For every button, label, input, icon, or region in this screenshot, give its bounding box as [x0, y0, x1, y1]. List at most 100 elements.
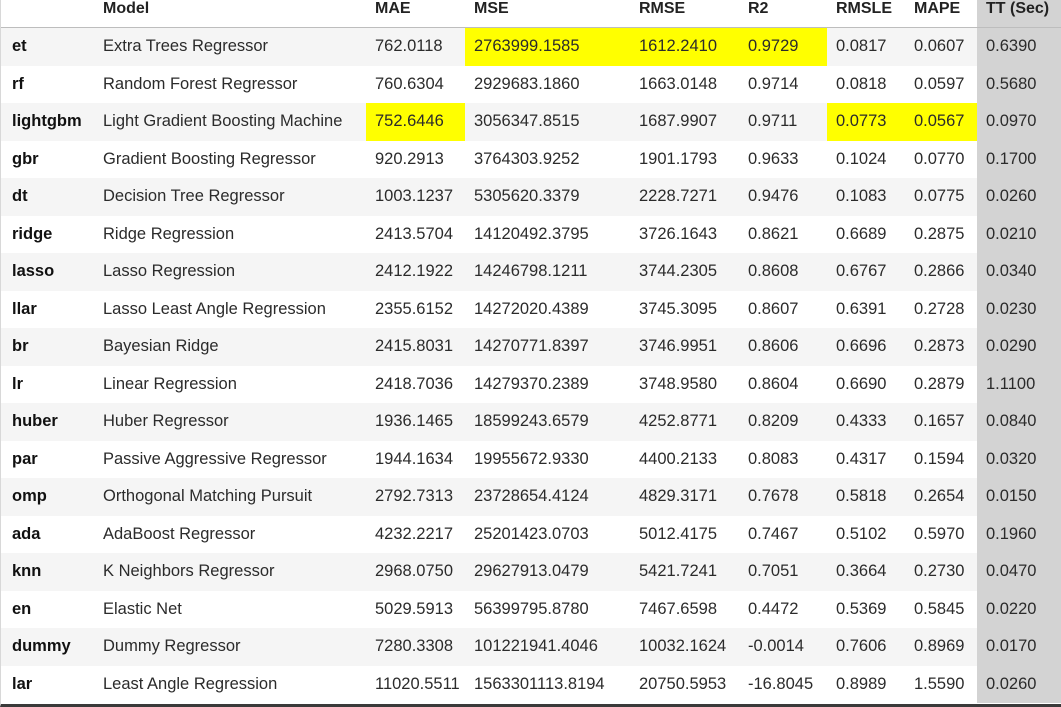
r2-value: 0.8621: [739, 215, 827, 253]
header-rmsle[interactable]: RMSLE: [827, 0, 905, 28]
model-name: Lasso Regression: [94, 253, 366, 291]
header-mape[interactable]: MAPE: [905, 0, 977, 28]
rmsle-value: 0.0818: [827, 65, 905, 103]
table-row-br[interactable]: br Bayesian Ridge 2415.8031 14270771.8397 37…: [1, 328, 1061, 366]
rmse-value: 4400.2133: [630, 440, 739, 478]
table-row-lasso[interactable]: lasso Lasso Regression 2412.1922 14246798.1…: [1, 253, 1061, 291]
model-name: Least Angle Regression: [94, 665, 366, 703]
table-row-en[interactable]: en Elastic Net 5029.5913 56399795.8780 7467.…: [1, 590, 1061, 628]
tt-value: 0.0290: [977, 328, 1061, 366]
tt-value: 0.0260: [977, 665, 1061, 703]
mae-value: 2412.1922: [366, 253, 465, 291]
rmsle-value: 0.4317: [827, 440, 905, 478]
rmse-value: 3745.3095: [630, 290, 739, 328]
rmse-value: 3748.9580: [630, 365, 739, 403]
row-index: lightgbm: [1, 103, 94, 141]
rmsle-value: 0.6696: [827, 328, 905, 366]
table-row-dummy[interactable]: dummy Dummy Regressor 7280.3308 101221941.4…: [1, 628, 1061, 666]
mae-value: 760.6304: [366, 65, 465, 103]
row-index: dt: [1, 178, 94, 216]
model-name: Linear Regression: [94, 365, 366, 403]
rmse-value: 4829.3171: [630, 478, 739, 516]
r2-value: 0.8606: [739, 328, 827, 366]
table-row-dt[interactable]: dt Decision Tree Regressor 1003.1237 530562…: [1, 178, 1061, 216]
header-index: [1, 0, 94, 28]
rmsle-value: 0.0773: [827, 103, 905, 141]
rmsle-value: 0.1083: [827, 178, 905, 216]
r2-value: 0.8083: [739, 440, 827, 478]
table-row-lightgbm[interactable]: lightgbm Light Gradient Boosting Machine 7…: [1, 103, 1061, 141]
mape-value: 0.2728: [905, 290, 977, 328]
r2-value: 0.8608: [739, 253, 827, 291]
mape-value: 0.2879: [905, 365, 977, 403]
table-row-huber[interactable]: huber Huber Regressor 1936.1465 18599243.65…: [1, 403, 1061, 441]
table-row-rf[interactable]: rf Random Forest Regressor 760.6304 2929683…: [1, 65, 1061, 103]
r2-value: 0.9476: [739, 178, 827, 216]
header-mae[interactable]: MAE: [366, 0, 465, 28]
table-row-ada[interactable]: ada AdaBoost Regressor 4232.2217 25201423.0…: [1, 515, 1061, 553]
table-row-omp[interactable]: omp Orthogonal Matching Pursuit 2792.7313 2…: [1, 478, 1061, 516]
tt-value: 0.0170: [977, 628, 1061, 666]
r2-value: 0.7678: [739, 478, 827, 516]
header-r2[interactable]: R2: [739, 0, 827, 28]
row-index: lr: [1, 365, 94, 403]
model-name: Bayesian Ridge: [94, 328, 366, 366]
rmsle-value: 0.8989: [827, 665, 905, 703]
mape-value: 0.2866: [905, 253, 977, 291]
row-index: lasso: [1, 253, 94, 291]
r2-value: 0.4472: [739, 590, 827, 628]
header-rmse[interactable]: RMSE: [630, 0, 739, 28]
table-row-llar[interactable]: llar Lasso Least Angle Regression 2355.615…: [1, 290, 1061, 328]
table-row-knn[interactable]: knn K Neighbors Regressor 2968.0750 2962791…: [1, 553, 1061, 591]
mse-value: 14246798.1211: [465, 253, 630, 291]
tt-value: 0.6390: [977, 27, 1061, 66]
rmse-value: 1687.9907: [630, 103, 739, 141]
table-row-ridge[interactable]: ridge Ridge Regression 2413.5704 14120492.3…: [1, 215, 1061, 253]
mse-value: 101221941.4046: [465, 628, 630, 666]
rmse-value: 5421.7241: [630, 553, 739, 591]
model-name: Dummy Regressor: [94, 628, 366, 666]
header-model[interactable]: Model: [94, 0, 366, 28]
tt-value: 0.1700: [977, 140, 1061, 178]
table-row-lar[interactable]: lar Least Angle Regression 11020.5511 15633…: [1, 665, 1061, 703]
table-row-par[interactable]: par Passive Aggressive Regressor 1944.1634…: [1, 440, 1061, 478]
mae-value: 2415.8031: [366, 328, 465, 366]
r2-value: 0.7467: [739, 515, 827, 553]
tt-value: 0.5680: [977, 65, 1061, 103]
rmsle-value: 0.1024: [827, 140, 905, 178]
model-name: Passive Aggressive Regressor: [94, 440, 366, 478]
mae-value: 4232.2217: [366, 515, 465, 553]
rmsle-value: 0.3664: [827, 553, 905, 591]
rmse-value: 4252.8771: [630, 403, 739, 441]
mae-value: 7280.3308: [366, 628, 465, 666]
row-index: dummy: [1, 628, 94, 666]
mae-value: 752.6446: [366, 103, 465, 141]
rmse-value: 5012.4175: [630, 515, 739, 553]
mae-value: 2968.0750: [366, 553, 465, 591]
rmsle-value: 0.6689: [827, 215, 905, 253]
header-tt-sec[interactable]: TT (Sec): [977, 0, 1061, 28]
tt-value: 0.0340: [977, 253, 1061, 291]
mae-value: 2355.6152: [366, 290, 465, 328]
header-mse[interactable]: MSE: [465, 0, 630, 28]
model-name: Decision Tree Regressor: [94, 178, 366, 216]
table-row-et[interactable]: et Extra Trees Regressor 762.0118 2763999.1…: [1, 27, 1061, 66]
row-index: huber: [1, 403, 94, 441]
mape-value: 0.2730: [905, 553, 977, 591]
row-index: ada: [1, 515, 94, 553]
rmse-value: 3726.1643: [630, 215, 739, 253]
rmsle-value: 0.7606: [827, 628, 905, 666]
rmse-value: 1901.1793: [630, 140, 739, 178]
mape-value: 0.0775: [905, 178, 977, 216]
mse-value: 18599243.6579: [465, 403, 630, 441]
mse-value: 3764303.9252: [465, 140, 630, 178]
mse-value: 56399795.8780: [465, 590, 630, 628]
mape-value: 0.0567: [905, 103, 977, 141]
mse-value: 14272020.4389: [465, 290, 630, 328]
table-row-gbr[interactable]: gbr Gradient Boosting Regressor 920.2913 37…: [1, 140, 1061, 178]
tt-value: 0.0210: [977, 215, 1061, 253]
row-index: rf: [1, 65, 94, 103]
table-row-lr[interactable]: lr Linear Regression 2418.7036 14279370.238…: [1, 365, 1061, 403]
mape-value: 0.1657: [905, 403, 977, 441]
